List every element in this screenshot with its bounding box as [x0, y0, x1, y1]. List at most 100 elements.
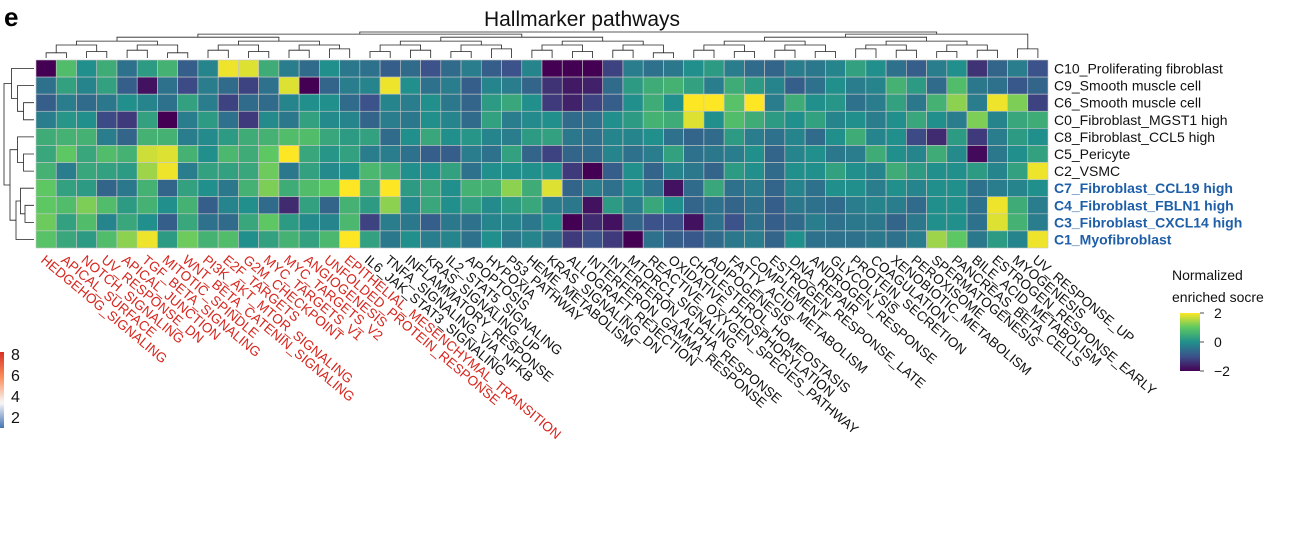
heatmap-cell [238, 162, 259, 180]
heatmap-cell [744, 162, 765, 180]
heatmap-cell [157, 59, 178, 78]
heatmap-cell [946, 128, 968, 146]
heatmap-cell [845, 93, 867, 112]
heatmap-cell [480, 76, 502, 95]
heatmap-cell [663, 230, 684, 249]
legend-tick-label: 0 [1214, 334, 1222, 350]
heatmap-cell [946, 230, 968, 249]
heatmap-cell [319, 196, 340, 215]
heatmap-cell [55, 93, 77, 112]
heatmap-cell [825, 230, 846, 249]
heatmap-cell [76, 145, 98, 163]
heatmap-cell [703, 162, 725, 180]
heatmap-cell [561, 128, 583, 146]
heatmap-cell [197, 196, 219, 215]
heatmap-cell [986, 59, 1008, 78]
heatmap-cell [683, 179, 705, 198]
heatmap-cell [804, 76, 826, 95]
heatmap-cell [865, 76, 887, 95]
heatmap-cell [926, 59, 948, 78]
heatmap-cell [521, 59, 543, 78]
heatmap-cell [784, 213, 806, 232]
heatmap-cell [177, 213, 199, 232]
heatmap-cell [906, 213, 927, 232]
heatmap-cell [845, 110, 867, 129]
heatmap-cell [298, 162, 320, 180]
heatmap-cell [35, 110, 57, 129]
heatmap-cell [217, 128, 239, 146]
heatmap-cell [197, 59, 219, 78]
heatmap-cell [177, 162, 199, 180]
heatmap-cell [663, 162, 684, 180]
row-label: C4_Fibroblast_FBLN1 high [1054, 197, 1234, 213]
heatmap-cell [561, 59, 583, 78]
heatmap-cell [561, 110, 583, 129]
heatmap-cell [136, 128, 158, 146]
heatmap-cell [683, 76, 705, 95]
heatmap-cell [501, 230, 523, 249]
heatmap-cell [602, 196, 624, 215]
heatmap-cell [440, 110, 462, 129]
heatmap-cell [906, 110, 927, 129]
dendrogram-branch [207, 49, 229, 58]
heatmap-cell [602, 93, 624, 112]
heatmap-cell [420, 196, 442, 215]
heatmap-cell [703, 110, 725, 129]
heatmap-cell [723, 213, 745, 232]
heatmap-cell [76, 110, 98, 129]
heatmap-cell [663, 76, 684, 95]
column-labels: HEDGEHOG_SIGNALINGAPICAL_SURFACENOTCH_SI… [38, 252, 1159, 442]
heatmap-cell [238, 230, 259, 249]
heatmap-cell [480, 110, 502, 129]
heatmap-cell [359, 196, 381, 215]
heatmap-cell [865, 213, 887, 232]
heatmap-cell [683, 162, 705, 180]
heatmap-cell [136, 230, 158, 249]
heatmap-cell [76, 162, 98, 180]
heatmap-cell [278, 213, 300, 232]
heatmap-cell [946, 196, 968, 215]
heatmap-cell [400, 110, 421, 129]
row-label: C6_Smooth muscle cell [1054, 95, 1201, 111]
heatmap-cell [420, 76, 442, 95]
dendrogram-branch [45, 52, 67, 58]
heatmap-cell [319, 93, 340, 112]
heatmap-cell [541, 145, 563, 163]
heatmap-cell [703, 145, 725, 163]
heatmap-cell [622, 213, 644, 232]
heatmap-cell [440, 128, 462, 146]
heatmap-cell [723, 162, 745, 180]
heatmap-cell [1007, 128, 1029, 146]
dendrogram-branch [460, 44, 502, 52]
heatmap-cell [602, 213, 624, 232]
heatmap-cell [258, 128, 280, 146]
heatmap-cell [238, 179, 259, 198]
heatmap-cell [217, 145, 239, 163]
heatmap-cell [642, 179, 664, 198]
heatmap-cell [541, 110, 563, 129]
heatmap-cell [177, 93, 199, 112]
heatmap-cell [258, 196, 280, 215]
heatmap-cell [582, 162, 604, 180]
side-color-legend: 8 6 4 2 [0, 347, 20, 428]
row-label: C3_Fibroblast_CXCL14 high [1054, 214, 1242, 230]
dendrogram-branch [76, 40, 158, 45]
heatmap-cell [197, 162, 219, 180]
heatmap-cell [35, 128, 57, 146]
heatmap-cell [865, 93, 887, 112]
heatmap-cell [946, 110, 968, 129]
heatmap-cell [177, 196, 199, 215]
heatmap-cell [845, 230, 867, 249]
heatmap-cell [157, 93, 178, 112]
heatmap-cell [744, 213, 765, 232]
heatmap-cell [400, 59, 421, 78]
heatmap-cell [926, 145, 948, 163]
heatmap-cell [683, 196, 705, 215]
heatmap-cell [926, 213, 948, 232]
heatmap-cell [582, 110, 604, 129]
heatmap-cell [298, 213, 320, 232]
heatmap-cell [116, 196, 138, 215]
heatmap-cell [582, 59, 604, 78]
side-legend-tick-label: 4 [11, 389, 20, 406]
